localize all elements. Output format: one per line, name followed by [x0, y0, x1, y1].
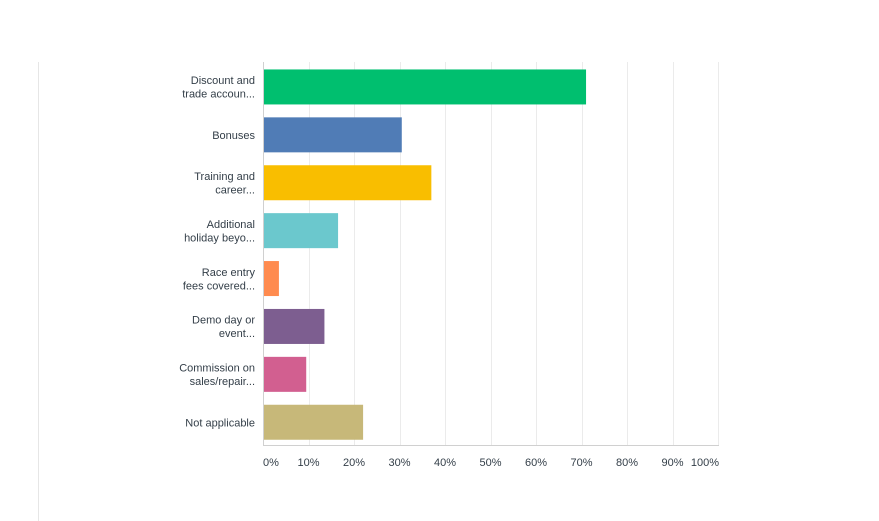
- x-tick-label-10: 100%: [691, 457, 719, 469]
- category-label-2: Training and career...: [194, 171, 255, 197]
- x-tick-label-3: 30%: [388, 457, 410, 469]
- x-tick-label-4: 40%: [434, 457, 456, 469]
- bar-7: [263, 404, 364, 440]
- x-tick-label-9: 90%: [661, 457, 683, 469]
- x-tick-label-5: 50%: [479, 457, 501, 469]
- bar-6: [263, 356, 307, 392]
- category-label-4: Race entry fees covered...: [183, 267, 256, 293]
- bar-1: [263, 117, 402, 153]
- category-label-0: Discount and trade accoun...: [182, 75, 255, 101]
- x-tick-labels: 0% 10% 20% 30% 40% 50% 60% 70% 80% 90% 100%: [263, 457, 719, 469]
- panel-border: [38, 62, 39, 521]
- x-tick-label-8: 80%: [616, 457, 638, 469]
- bar-2: [263, 165, 432, 201]
- category-label-3: Additional holiday beyo...: [184, 219, 255, 245]
- bar-5: [263, 308, 325, 344]
- bar-4: [263, 261, 279, 297]
- category-label-6: Commission on sales/repair...: [179, 363, 255, 389]
- bars: [263, 69, 587, 440]
- x-tick-label-6: 60%: [525, 457, 547, 469]
- bar-3: [263, 213, 339, 249]
- x-tick-label-0: 0%: [263, 457, 279, 469]
- x-tick-label-1: 10%: [297, 457, 319, 469]
- x-tick-label-2: 20%: [343, 457, 365, 469]
- category-label-1: Bonuses: [212, 130, 255, 142]
- category-label-7: Not applicable: [185, 417, 255, 429]
- category-label-5: Demo day or event...: [192, 315, 255, 341]
- x-tick-label-7: 70%: [570, 457, 592, 469]
- x-axis: [263, 62, 719, 446]
- bar-0: [263, 69, 587, 105]
- category-labels: Discount and trade accoun... Bonuses Traini…: [179, 75, 255, 429]
